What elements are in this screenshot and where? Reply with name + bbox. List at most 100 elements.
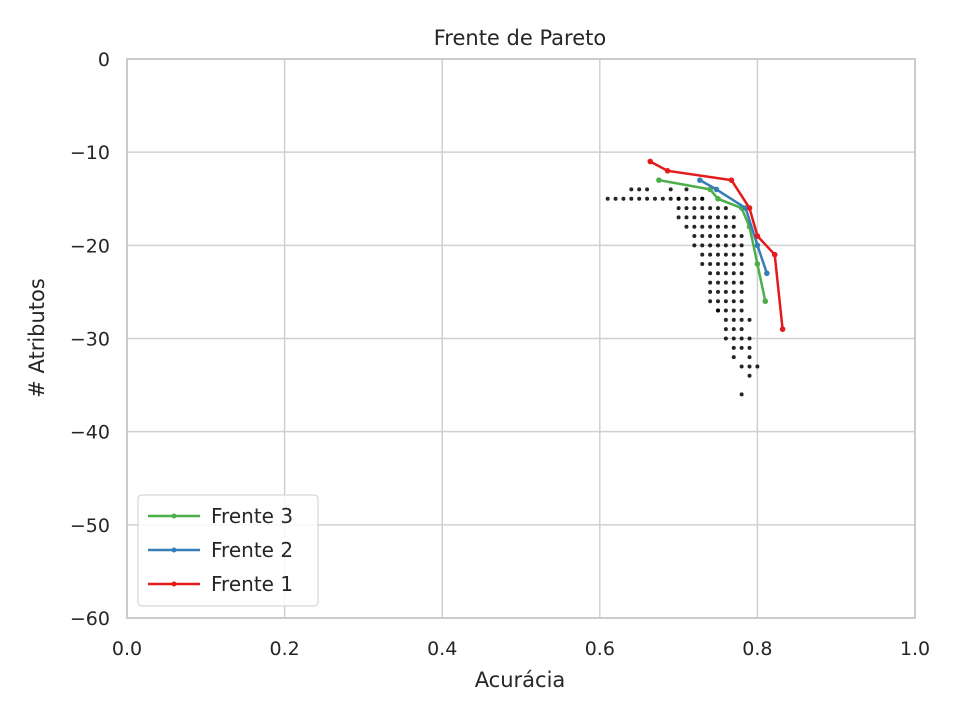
population-point [708,280,713,285]
legend-label-frente-2: Frente 2 [211,538,293,562]
population-point [716,252,720,257]
population-point [637,196,642,201]
population-point [700,261,705,266]
population-point [708,252,713,257]
population-point [731,271,736,276]
population-point [731,345,736,350]
population-point [739,243,744,248]
population-point [739,234,744,239]
chart-title: Frente de Pareto [434,26,606,50]
y-tick-label: −50 [70,515,110,537]
x-tick-labels: 0.0 0.2 0.4 0.6 0.8 1.0 [112,638,930,660]
population-point [723,336,728,341]
population-point [700,234,705,239]
population-point [731,224,736,229]
population-point [731,317,736,322]
series-point [771,251,778,258]
population-point [739,364,744,369]
population-point [747,336,752,341]
population-point [676,206,681,211]
population-point [716,299,720,304]
population-point [716,289,720,294]
series-point [746,205,753,211]
population-point [731,308,736,313]
population-point [739,308,744,313]
series-frente-2 [697,177,770,277]
series-point [697,177,703,183]
x-tick-label: 1.0 [900,638,930,660]
population-point [700,243,705,248]
population-point [605,196,610,201]
legend-item-frente-3: Frente 3 [148,504,293,528]
population-point [723,252,728,257]
population-point [747,317,752,322]
population-point [700,252,705,257]
y-tick-label: −40 [70,422,110,444]
population-point [684,196,689,201]
population-point [723,206,728,211]
population-point [739,392,744,397]
y-tick-label: −60 [70,608,110,630]
population-point [629,196,634,201]
population-point [739,345,744,350]
series-point [754,233,761,239]
population-point [739,289,744,294]
series-point [754,242,761,249]
population-point [731,289,736,294]
series-point [728,177,735,183]
series-point [754,261,761,267]
population-point [739,280,744,285]
population-point [731,234,736,239]
population-point [731,327,736,332]
population-point [676,215,681,220]
y-tick-label: −20 [70,235,110,257]
population-point [716,271,720,276]
y-tick-labels: 0 −10 −20 −30 −40 −50 −60 [70,49,110,630]
population-point [629,187,634,192]
population-point [684,215,689,220]
population-point [716,234,720,239]
series-frente-1 [647,158,786,332]
pareto-front-series [647,158,786,332]
y-axis-label: # Atributos [25,278,49,398]
series-point [656,177,662,183]
population-point [723,280,728,285]
population-point [739,299,744,304]
population-point [755,364,760,369]
population-point [708,299,713,304]
population-point [652,196,657,201]
population-point [692,243,697,248]
y-tick-label: −10 [70,142,110,164]
legend-marker-frente-2 [171,547,177,553]
population-point [723,327,728,332]
population-point [645,187,650,192]
population-point [621,196,626,201]
population-point [731,299,736,304]
population-point [747,345,752,350]
population-point [700,215,705,220]
population-point [708,234,713,239]
legend-box [137,494,319,607]
population-point [684,224,689,229]
population-point [731,243,736,248]
plot-frame [126,58,916,619]
population-point [716,215,720,220]
population-point [731,336,736,341]
population-point [731,280,736,285]
population-point [747,364,752,369]
legend-label-frente-1: Frente 1 [211,572,293,596]
legend-label-frente-3: Frente 3 [211,504,293,528]
population-point [723,224,728,229]
y-tick-label: 0 [98,49,110,71]
legend: Frente 3 Frente 2 Frente 1 [137,494,319,607]
series-point [742,205,749,211]
series-point [664,168,671,174]
population-point [723,261,728,266]
population-point [708,261,713,266]
population-point [739,271,744,276]
population-point [692,196,697,201]
population-point [739,317,744,322]
population-point [731,355,736,360]
